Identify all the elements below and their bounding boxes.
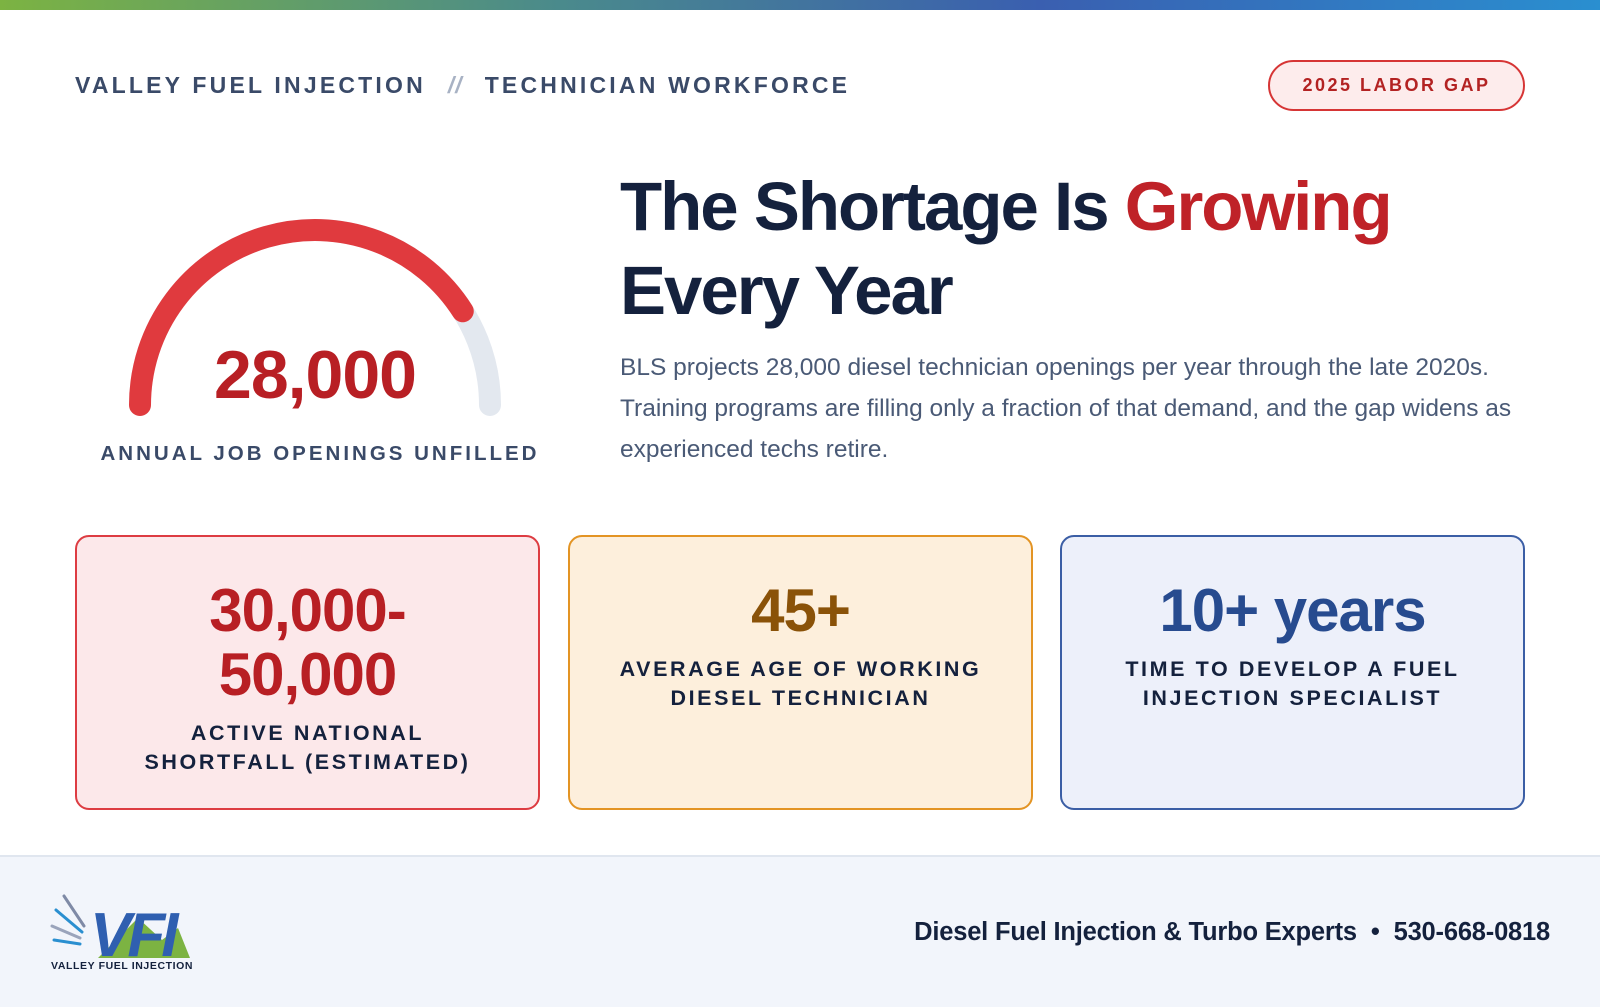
headline-part2: Every Year bbox=[620, 252, 954, 329]
gauge-value: 28,000 bbox=[214, 337, 417, 413]
vfi-logo: VFI bbox=[50, 894, 190, 970]
labor-gap-badge: 2025 LABOR GAP bbox=[1268, 60, 1525, 111]
stat-label: AVERAGE AGE OF WORKING DIESEL TECHNICIAN bbox=[619, 657, 982, 710]
footer-tagline: Diesel Fuel Injection & Turbo Experts bbox=[914, 918, 1357, 946]
gauge-fill bbox=[129, 219, 474, 416]
gauge-label: ANNUAL JOB OPENINGS UNFILLED bbox=[100, 442, 540, 465]
speed-lines-icon bbox=[50, 894, 86, 946]
headline: The Shortage Is Growing Every Year bbox=[620, 165, 1550, 333]
header-separator: // bbox=[447, 71, 463, 98]
openings-gauge bbox=[129, 219, 501, 416]
stat-value: 10+ years bbox=[1159, 577, 1426, 644]
stat-card-shortfall: 30,000- 50,000 ACTIVE NATIONAL SHORTFALL… bbox=[75, 535, 540, 810]
header-breadcrumb: VALLEY FUEL INJECTION // TECHNICIAN WORK… bbox=[75, 70, 850, 100]
headline-part1: The Shortage Is bbox=[620, 168, 1125, 245]
stat-value-line1: 30,000- bbox=[209, 577, 406, 644]
headline-highlight: Growing bbox=[1124, 168, 1393, 245]
stat-value-line2: 50,000 bbox=[218, 641, 398, 708]
stat-label: TIME TO DEVELOP A FUEL INJECTION SPECIAL… bbox=[1125, 657, 1460, 710]
stat-card-average-age: 45+ AVERAGE AGE OF WORKING DIESEL TECHNI… bbox=[568, 535, 1033, 810]
footer-contact: Diesel Fuel Injection & Turbo Experts • 53… bbox=[914, 918, 1550, 947]
footer-phone[interactable]: 530-668-0818 bbox=[1393, 918, 1551, 946]
stat-label: ACTIVE NATIONAL SHORTFALL (ESTIMATED) bbox=[144, 721, 471, 774]
header-section: TECHNICIAN WORKFORCE bbox=[484, 71, 851, 98]
stat-card-development-time: 10+ years TIME TO DEVELOP A FUEL INJECTI… bbox=[1060, 535, 1525, 810]
mountain-icon bbox=[98, 918, 190, 958]
stat-value: 45+ bbox=[751, 577, 851, 644]
stat-value: 30,000- 50,000 bbox=[77, 579, 538, 707]
logo-wordmark: VFI bbox=[90, 901, 180, 970]
logo-caption: VALLEY FUEL INJECTION bbox=[51, 960, 194, 972]
top-gradient-bar bbox=[0, 0, 1600, 10]
body-paragraph: BLS projects 28,000 diesel technician op… bbox=[620, 354, 1512, 463]
header-company: VALLEY FUEL INJECTION bbox=[75, 71, 426, 98]
footer bbox=[0, 855, 1600, 1007]
footer-bullet: • bbox=[1370, 918, 1380, 946]
